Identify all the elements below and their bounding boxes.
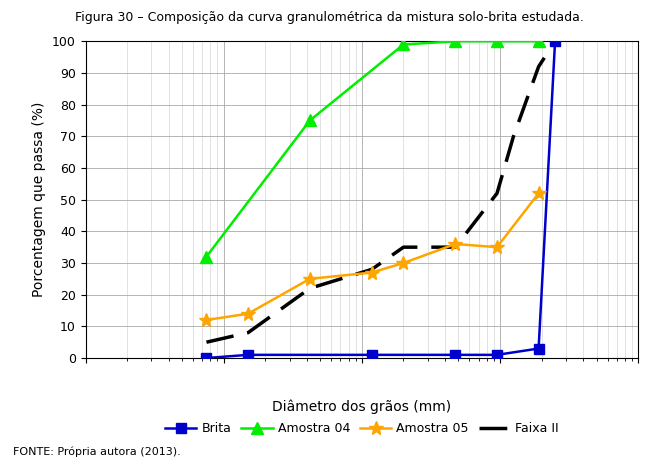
Faixa II — [244, 330, 252, 336]
Text: Figura 30 – Composição da curva granulométrica da mistura solo-brita estudada.: Figura 30 – Composição da curva granulom… — [74, 11, 584, 24]
Amostra 05 — [399, 260, 407, 266]
Amostra 04 — [306, 118, 314, 123]
Amostra 04 — [451, 39, 459, 44]
Amostra 05 — [203, 317, 211, 323]
Amostra 04 — [493, 39, 501, 44]
Y-axis label: Porcentagem que passa (%): Porcentagem que passa (%) — [32, 102, 46, 297]
Legend: Brita, Amostra 04, Amostra 05, Faixa II: Brita, Amostra 04, Amostra 05, Faixa II — [160, 417, 564, 441]
Faixa II — [203, 340, 211, 345]
Faixa II — [551, 39, 559, 44]
Faixa II — [493, 190, 501, 196]
Text: FONTE: Própria autora (2013).: FONTE: Própria autora (2013). — [13, 446, 181, 457]
Brita — [551, 39, 559, 44]
Amostra 04 — [203, 254, 211, 259]
Amostra 05 — [368, 270, 376, 275]
Brita — [203, 355, 211, 361]
Faixa II — [306, 285, 314, 291]
Brita — [244, 352, 252, 358]
Line: Brita: Brita — [201, 36, 560, 363]
Amostra 04 — [535, 39, 543, 44]
Amostra 05 — [244, 311, 252, 316]
Brita — [535, 346, 543, 351]
Faixa II — [451, 244, 459, 250]
Faixa II — [368, 267, 376, 272]
Amostra 05 — [493, 244, 501, 250]
Faixa II — [399, 244, 407, 250]
Amostra 05 — [451, 241, 459, 247]
Brita — [451, 352, 459, 358]
Faixa II — [509, 134, 517, 139]
Brita — [493, 352, 501, 358]
Line: Amostra 05: Amostra 05 — [199, 186, 545, 327]
Text: Diâmetro dos grãos (mm): Diâmetro dos grãos (mm) — [272, 399, 451, 414]
Line: Amostra 04: Amostra 04 — [200, 35, 545, 263]
Amostra 05 — [306, 276, 314, 281]
Faixa II — [535, 64, 543, 69]
Amostra 05 — [535, 190, 543, 196]
Line: Faixa II: Faixa II — [207, 41, 555, 342]
Amostra 04 — [399, 42, 407, 47]
Brita — [368, 352, 376, 358]
